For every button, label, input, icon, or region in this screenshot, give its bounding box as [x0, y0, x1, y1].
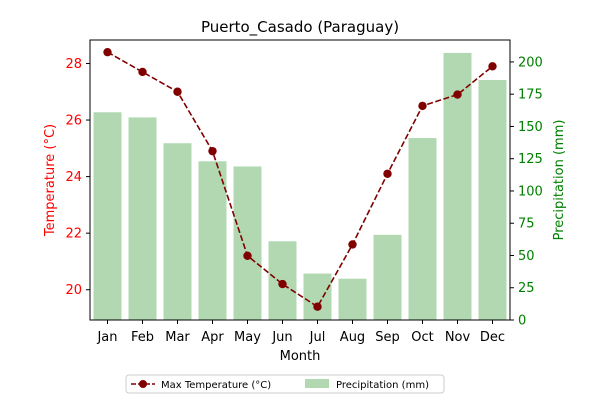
legend-precipitation-swatch: [305, 379, 329, 388]
x-tick-label-apr: Apr: [201, 330, 224, 345]
chart-title: Puerto_Casado (Paraguay): [201, 18, 399, 37]
temperature-point-sep: [383, 169, 392, 178]
y-left-tick-label-26: 26: [65, 114, 82, 129]
x-tick-label-feb: Feb: [131, 330, 154, 345]
legend: Max Temperature (°C) Precipitation (mm): [125, 374, 445, 394]
plot-frame: [89, 39, 511, 321]
x-axis-label: Month: [280, 349, 321, 364]
y-right-tick-label-100: 100: [518, 184, 543, 199]
temperature-point-may: [243, 251, 252, 260]
x-tick-label-jan: Jan: [96, 330, 117, 345]
temperature-line: [103, 47, 497, 311]
x-tick-label-may: May: [234, 330, 261, 345]
precipitation-bar-may: [233, 166, 262, 320]
temperature-point-apr: [208, 146, 217, 156]
temperature-point-mar: [173, 87, 182, 96]
temperature-point-oct: [418, 101, 427, 111]
y-right-tick-label-0: 0: [518, 314, 526, 329]
precipitation-bar-feb: [128, 117, 157, 320]
y-left-tick-label-28: 28: [65, 57, 82, 72]
legend-frame: [125, 374, 445, 394]
axes: Jan Feb Mar Apr May Jun Jul Aug Sep Oct Nov Dec 20 22…: [65, 39, 543, 345]
temperature-point-nov: [453, 90, 462, 99]
temperature-point-jan: [103, 47, 112, 57]
y-axis-right-label: Precipitation (mm): [552, 120, 567, 241]
y-axis-left-label: Temperature (°C): [43, 124, 58, 237]
precipitation-bar-jul: [303, 273, 332, 320]
x-tick-label-jul: Jul: [309, 330, 326, 345]
temperature-point-dec: [488, 62, 497, 71]
precipitation-bars: [93, 52, 507, 321]
legend-precipitation-label: Precipitation (mm): [336, 380, 429, 391]
precipitation-bar-aug: [338, 278, 367, 320]
x-tick-label-dec: Dec: [480, 330, 505, 345]
x-tick-label-nov: Nov: [445, 330, 471, 345]
x-tick-label-sep: Sep: [375, 330, 400, 345]
y-left-tick-label-20: 20: [65, 283, 82, 298]
y-right-tick-label-150: 150: [518, 120, 543, 135]
temperature-series-line: [107, 51, 494, 308]
legend-temperature-label: Max Temperature (°C): [161, 380, 271, 391]
x-tick-label-mar: Mar: [165, 330, 190, 345]
y-right-tick-label-125: 125: [518, 152, 543, 167]
precipitation-bar-dec: [478, 80, 507, 320]
temperature-point-feb: [138, 67, 147, 77]
temperature-point-aug: [348, 240, 357, 249]
y-right-tick-label-175: 175: [518, 88, 543, 103]
precipitation-bar-sep: [373, 234, 402, 320]
x-tick-label-aug: Aug: [340, 330, 365, 345]
y-right-tick-label-50: 50: [518, 249, 535, 264]
y-left-tick-label-24: 24: [65, 170, 82, 185]
precipitation-bar-jan: [93, 112, 122, 321]
y-right-tick-label-75: 75: [518, 217, 535, 232]
precipitation-bar-apr: [198, 161, 227, 320]
temperature-point-jul: [313, 302, 322, 311]
x-tick-label-oct: Oct: [411, 330, 433, 345]
temperature-point-jun: [278, 279, 287, 289]
y-right-tick-label-25: 25: [518, 281, 535, 296]
y-left-tick-label-22: 22: [65, 227, 82, 242]
legend-temperature-marker: [139, 380, 147, 388]
precipitation-bar-mar: [163, 143, 192, 320]
x-tick-label-jun: Jun: [271, 330, 292, 345]
y-right-tick-label-200: 200: [518, 55, 543, 70]
precipitation-bar-oct: [408, 138, 437, 320]
